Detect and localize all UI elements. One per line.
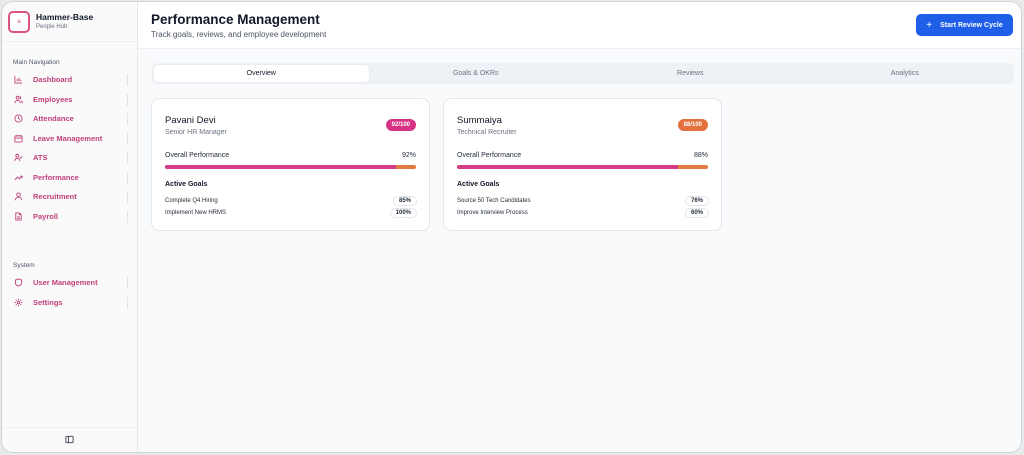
clock-icon bbox=[13, 114, 23, 124]
performance-progress-bar bbox=[457, 165, 708, 169]
tab-goals-okrs[interactable]: Goals & OKRs bbox=[452, 70, 499, 77]
employee-name: Summaiya bbox=[457, 115, 502, 126]
main-navigation-label: Main Navigation bbox=[13, 59, 60, 66]
sidebar-toggle-icon bbox=[65, 431, 74, 449]
brand-logo: a bbox=[8, 10, 30, 33]
active-goals-title: Active Goals bbox=[165, 181, 208, 188]
sidebar-item-label: ATS bbox=[33, 153, 48, 163]
sidebar-collapse-button[interactable] bbox=[2, 427, 137, 452]
employee-name: Pavani Devi bbox=[165, 115, 216, 126]
overall-performance-value: 88% bbox=[693, 152, 708, 159]
page-subtitle: Track goals, reviews, and employee devel… bbox=[151, 30, 327, 39]
list-item: Source 50 Tech Candidates 76% bbox=[457, 195, 709, 206]
score-badge: 88/100 bbox=[677, 119, 708, 131]
employee-card-pavani-devi: Pavani Devi Senior HR Manager 92/100 Ove… bbox=[151, 98, 430, 231]
bar-chart-icon bbox=[13, 75, 23, 85]
goal-name: Complete Q4 Hiring bbox=[165, 197, 218, 204]
list-item: Improve Interview Process 60% bbox=[457, 207, 709, 218]
performance-progress-fill bbox=[165, 165, 396, 169]
goal-progress-badge: 60% bbox=[684, 207, 709, 218]
tab-overview[interactable]: Overview bbox=[154, 65, 369, 82]
start-review-cycle-label: Start Review Cycle bbox=[940, 21, 1003, 29]
users-icon bbox=[13, 94, 23, 104]
sidebar-item-leave-management[interactable]: Leave Management bbox=[2, 129, 137, 149]
overall-performance-label: Overall Performance bbox=[457, 152, 522, 159]
sidebar-item-performance[interactable]: Performance bbox=[2, 168, 137, 188]
sidebar-item-label: Settings bbox=[33, 297, 63, 307]
goal-progress-badge: 76% bbox=[684, 195, 709, 206]
sidebar-item-user-management[interactable]: User Management bbox=[2, 273, 137, 293]
main-content: Performance Management Track goals, revi… bbox=[138, 2, 1021, 452]
sidebar-item-payroll[interactable]: Payroll bbox=[2, 207, 137, 227]
calendar-icon bbox=[13, 133, 23, 143]
performance-progress-fill bbox=[457, 165, 678, 169]
sidebar-item-employees[interactable]: Employees bbox=[2, 90, 137, 110]
sidebar-item-label: Dashboard bbox=[33, 75, 73, 85]
tab-reviews[interactable]: Reviews bbox=[677, 70, 704, 77]
sidebar-item-label: Payroll bbox=[33, 211, 59, 221]
user-check-icon bbox=[13, 153, 23, 163]
page-header: Performance Management Track goals, revi… bbox=[138, 2, 1021, 49]
goal-name: Improve Interview Process bbox=[457, 209, 528, 216]
sidebar-item-ats[interactable]: ATS bbox=[2, 148, 137, 168]
sidebar-item-dashboard[interactable]: Dashboard bbox=[2, 70, 137, 90]
tab-bar: Overview Goals & OKRs Reviews Analytics bbox=[152, 63, 1014, 84]
sidebar-item-attendance[interactable]: Attendance bbox=[2, 109, 137, 129]
brand: a Hammer-Base People Hub bbox=[2, 2, 137, 42]
start-review-cycle-button[interactable]: + Start Review Cycle bbox=[916, 14, 1013, 36]
score-badge: 92/100 bbox=[385, 119, 416, 131]
employee-card-summaiya: Summaiya Technical Recruiter 88/100 Over… bbox=[443, 98, 722, 231]
sidebar-item-label: Performance bbox=[33, 172, 79, 182]
sidebar-item-label: Recruitment bbox=[33, 192, 77, 202]
goal-name: Source 50 Tech Candidates bbox=[457, 197, 531, 204]
active-goals-title: Active Goals bbox=[457, 181, 500, 188]
tab-analytics[interactable]: Analytics bbox=[890, 70, 919, 77]
sidebar-item-settings[interactable]: Settings bbox=[2, 293, 137, 313]
user-icon bbox=[13, 192, 23, 202]
goal-progress-badge: 85% bbox=[392, 195, 417, 206]
overall-performance-value: 92% bbox=[401, 152, 416, 159]
gear-icon bbox=[13, 297, 23, 307]
list-item: Implement New HRMS 100% bbox=[165, 207, 417, 218]
sidebar-item-label: User Management bbox=[33, 278, 98, 288]
file-icon bbox=[13, 211, 23, 221]
sidebar-item-label: Attendance bbox=[33, 114, 74, 124]
trending-up-icon bbox=[13, 172, 23, 182]
sidebar-item-label: Employees bbox=[33, 94, 73, 104]
goal-progress-badge: 100% bbox=[389, 207, 417, 218]
system-label: System bbox=[13, 262, 35, 269]
employee-role: Technical Recruiter bbox=[457, 129, 517, 136]
list-item: Complete Q4 Hiring 85% bbox=[165, 195, 417, 206]
overall-performance-label: Overall Performance bbox=[165, 152, 230, 159]
page-title: Performance Management bbox=[151, 12, 320, 27]
shield-icon bbox=[13, 278, 23, 288]
plus-icon: + bbox=[926, 19, 933, 31]
goal-name: Implement New HRMS bbox=[165, 209, 227, 216]
sidebar-item-label: Leave Management bbox=[33, 133, 103, 143]
brand-subtitle: People Hub bbox=[36, 23, 68, 30]
sidebar: a Hammer-Base People Hub Main Navigation… bbox=[2, 2, 138, 452]
sidebar-item-recruitment[interactable]: Recruitment bbox=[2, 187, 137, 207]
performance-progress-bar bbox=[165, 165, 416, 169]
brand-name: Hammer-Base bbox=[36, 11, 94, 22]
employee-role: Senior HR Manager bbox=[165, 129, 227, 136]
